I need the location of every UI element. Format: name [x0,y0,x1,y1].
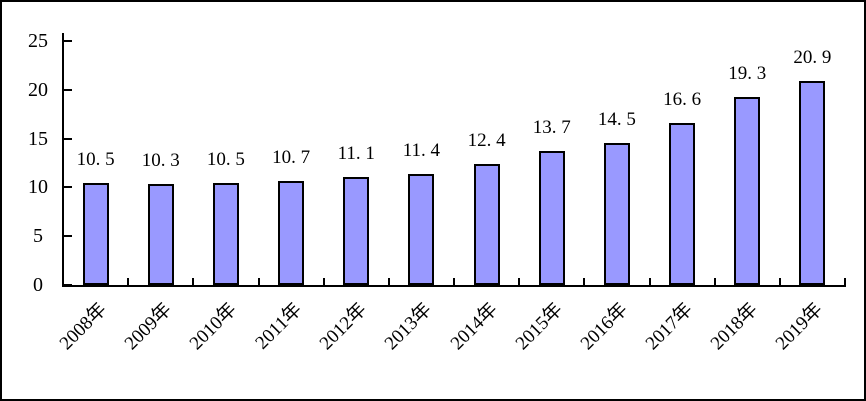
bar-value-label: 11. 1 [337,142,375,164]
x-axis-line [62,285,846,287]
x-axis-tick [583,278,586,285]
y-axis-tick [64,88,72,91]
x-axis-tick [257,278,260,285]
x-axis-tick [713,278,716,285]
bar-value-label: 10. 3 [141,150,180,172]
x-axis-category-label: 2018年 [706,299,763,355]
bar [278,180,305,285]
x-axis-category-label: 2014年 [446,299,502,355]
x-axis-tick [844,278,846,285]
x-axis-tick [778,278,781,285]
y-axis-tick-label: 15 [28,127,48,150]
y-axis-tick-label: 5 [33,225,43,248]
bar-value-label: 11. 4 [402,139,441,161]
x-axis-tick [453,278,455,285]
x-axis-category-label: 2009年 [120,299,176,355]
bar-value-label: 13. 7 [532,117,571,139]
bar [603,143,630,285]
bar-value-label: 10. 7 [272,146,311,168]
x-axis-category-label: 2016年 [576,299,632,355]
x-axis-tick [62,278,64,285]
x-axis-category-label: 2012年 [315,299,372,355]
bar [82,182,109,285]
y-axis-tick [64,137,72,140]
x-axis-tick [648,278,651,285]
y-axis-tick-label: 0 [33,274,43,296]
bar [408,173,435,285]
y-axis-tick [64,186,72,189]
x-axis-category-label: 2008年 [55,299,111,355]
x-axis-tick [322,278,325,285]
bar-value-label: 10. 5 [206,148,245,170]
bar-value-label: 20. 9 [793,47,832,69]
bar [212,182,239,285]
y-axis-tick [64,284,72,286]
bar [799,81,826,285]
y-axis-tick-label: 25 [28,30,48,52]
x-axis-tick [192,278,195,285]
y-axis-tick-label: 10 [28,176,48,199]
y-axis-tick [64,40,72,42]
x-axis-category-label: 2010年 [185,299,241,355]
x-axis-category-label: 2019年 [772,299,828,355]
bar-value-label: 10. 5 [76,148,115,170]
bar-value-label: 16. 6 [663,88,702,110]
y-axis-line [62,33,64,287]
x-axis-category-label: 2017年 [641,299,697,355]
bar-value-label: 14. 5 [597,109,636,131]
bar [343,176,370,285]
bar [473,163,500,285]
bar-value-label: 19. 3 [728,62,767,84]
x-axis-tick [387,278,390,285]
bar [147,184,174,285]
bar-value-label: 12. 4 [467,129,506,151]
bar [734,96,761,285]
x-axis-tick [518,278,521,285]
y-axis-tick-label: 20 [28,78,48,101]
x-axis-category-label: 2011年 [251,299,306,354]
bar [669,122,696,285]
bar [538,151,565,285]
x-axis-tick [127,278,130,285]
x-axis-category-label: 2015年 [511,299,567,355]
y-axis-tick [64,235,72,238]
x-axis-category-label: 2013年 [381,299,437,355]
